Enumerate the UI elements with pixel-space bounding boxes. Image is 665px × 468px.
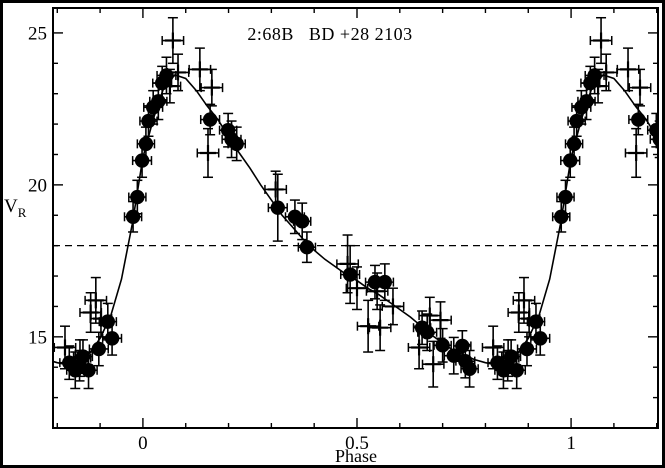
y-tick-label: 15	[28, 327, 47, 348]
circle-data-point	[297, 231, 317, 264]
x-tick-label: 0.5	[345, 433, 369, 454]
axis-ticks	[53, 8, 658, 428]
circle-data-point	[128, 179, 147, 215]
y-axis-label: VR	[4, 196, 26, 221]
plus-data-point	[79, 292, 103, 334]
circle-data-point	[267, 173, 288, 242]
circle-data-point	[79, 351, 98, 390]
plus-data-point	[356, 299, 380, 353]
circle-data-point	[628, 103, 649, 136]
circle-data-point	[33, 351, 50, 387]
circle-data-point	[131, 143, 153, 179]
plot-title: 2:68B BD +28 2103	[247, 24, 413, 44]
circle-data-point	[292, 202, 312, 241]
circle-data-point	[507, 351, 527, 390]
plus-data-point	[589, 16, 613, 65]
y-tick-label: 25	[28, 23, 47, 44]
circle-data-point	[339, 244, 361, 305]
circle-data-point	[551, 200, 571, 233]
y-axis-label-base: V	[4, 196, 18, 217]
plus-data-point	[200, 68, 224, 107]
circle-data-point	[101, 320, 123, 356]
plus-data-point	[421, 340, 445, 388]
plus-data-point	[507, 292, 531, 334]
plus-data-point	[624, 127, 648, 179]
x-tick-label: 1	[566, 433, 576, 454]
plus-data-point	[161, 16, 185, 65]
plot-frame	[52, 7, 659, 429]
circle-data-point	[227, 126, 246, 162]
circle-data-point	[560, 143, 581, 179]
plus-data-point	[264, 170, 288, 209]
circle-data-point	[584, 56, 605, 95]
circle-data-point	[417, 313, 438, 352]
circle-data-point	[375, 263, 395, 302]
plus-data-point	[336, 234, 360, 294]
circle-data-point	[156, 56, 177, 95]
plus-data-point	[628, 68, 652, 107]
circle-data-point	[88, 331, 109, 367]
plus-data-point	[381, 287, 405, 326]
x-tick-label: 0	[138, 433, 148, 454]
circle-data-point	[530, 320, 551, 356]
plus-data-point	[429, 301, 452, 340]
plus-data-point	[196, 127, 220, 179]
circle-data-point	[556, 179, 575, 215]
circle-data-point	[199, 103, 221, 136]
circle-data-point	[516, 331, 538, 367]
data-points	[33, 16, 657, 390]
circle-data-point	[123, 200, 143, 233]
circle-data-point	[460, 349, 479, 388]
circle-data-point	[433, 327, 452, 363]
plus-data-point	[407, 325, 431, 370]
y-axis-label-sub: R	[17, 204, 27, 220]
plus-data-point	[368, 304, 392, 352]
circle-data-point	[655, 139, 657, 149]
y-tick-label: 20	[28, 175, 47, 196]
x-axis-label: Phase	[335, 446, 377, 466]
plus-data-point	[84, 276, 108, 324]
